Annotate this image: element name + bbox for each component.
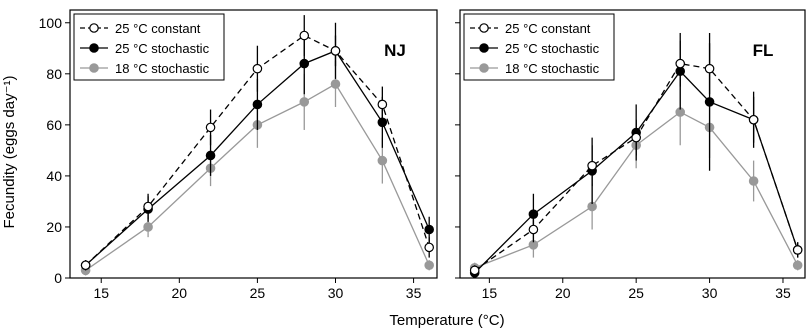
legend-entry: 18 °C stochastic xyxy=(115,61,210,76)
series-line-1 xyxy=(474,70,799,274)
legend-entry: 25 °C constant xyxy=(505,21,591,36)
data-point xyxy=(299,97,310,107)
data-point xyxy=(252,63,263,74)
y-tick-label: 0 xyxy=(54,270,62,286)
series-line-2 xyxy=(474,111,799,269)
data-point xyxy=(792,245,803,255)
legend-box xyxy=(463,13,615,81)
series-line-2 xyxy=(85,83,430,271)
legend-marker xyxy=(479,43,489,53)
legend-entry: 18 °C stochastic xyxy=(505,61,600,76)
data-point xyxy=(205,122,216,133)
data-point xyxy=(299,58,310,69)
series-line-1 xyxy=(85,50,430,266)
x-tick-label: 15 xyxy=(93,285,109,301)
data-point xyxy=(748,114,759,125)
data-point xyxy=(330,46,341,56)
series-line-0 xyxy=(85,34,430,266)
x-tick-label: 20 xyxy=(172,285,188,301)
data-point xyxy=(424,260,434,271)
legend-marker xyxy=(89,63,99,73)
y-tick-label: 20 xyxy=(46,219,62,235)
x-tick-label: 30 xyxy=(702,285,718,301)
plot-frame xyxy=(459,9,806,279)
legend-marker xyxy=(89,43,99,53)
data-point xyxy=(143,222,153,232)
panel-label: NJ xyxy=(384,41,406,60)
y-tick-label: 100 xyxy=(39,15,63,31)
data-point xyxy=(299,30,310,41)
panel-label: FL xyxy=(753,41,774,60)
data-point xyxy=(330,79,341,89)
y-tick-label: 60 xyxy=(46,117,62,133)
legend-marker xyxy=(89,23,99,33)
data-point xyxy=(469,265,480,276)
y-tick-label: 40 xyxy=(46,168,62,184)
legend-box xyxy=(73,13,225,81)
x-tick-label: 15 xyxy=(482,285,498,301)
y-axis-label: Fecundity (eggs day⁻¹) xyxy=(1,76,18,229)
x-tick-label: 35 xyxy=(775,285,791,301)
data-point xyxy=(631,132,641,143)
data-point xyxy=(143,201,153,212)
y-tick-label: 80 xyxy=(46,66,62,82)
data-point xyxy=(80,260,91,271)
x-tick-label: 20 xyxy=(555,285,571,301)
data-point xyxy=(528,224,539,235)
data-point xyxy=(704,97,715,107)
data-point xyxy=(792,260,803,271)
legend-entry: 25 °C stochastic xyxy=(115,41,210,56)
data-point xyxy=(587,160,597,171)
panel-fl: 15 20 25 30 35 25 °C constant 25 °C stochastic… xyxy=(455,9,806,301)
plot-frame xyxy=(69,9,438,279)
legend-marker xyxy=(479,63,489,73)
legend-marker xyxy=(479,23,489,33)
legend-entry: 25 °C stochastic xyxy=(505,41,600,56)
data-point xyxy=(205,150,216,161)
x-tick-label: 30 xyxy=(328,285,344,301)
data-point xyxy=(675,58,686,69)
data-point xyxy=(377,155,388,166)
legend-entry: 25 °C constant xyxy=(115,21,201,36)
panel-nj: 15 20 25 30 35 0 20 40 60 80 100 25 °C constant 25 °… xyxy=(39,9,438,301)
x-tick-label: 35 xyxy=(406,285,422,301)
x-tick-label: 25 xyxy=(628,285,644,301)
x-axis-label: Temperature (°C) xyxy=(389,312,504,328)
data-point xyxy=(252,99,263,110)
series-line-0 xyxy=(474,62,799,271)
x-tick-label: 25 xyxy=(250,285,266,301)
data-point xyxy=(748,176,759,186)
data-point xyxy=(424,224,434,235)
data-point xyxy=(377,99,388,110)
data-point xyxy=(424,242,434,253)
data-point xyxy=(704,63,715,74)
